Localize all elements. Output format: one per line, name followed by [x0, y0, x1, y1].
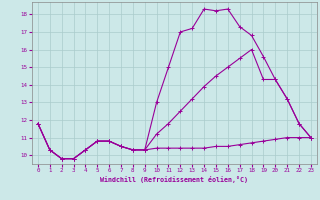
X-axis label: Windchill (Refroidissement éolien,°C): Windchill (Refroidissement éolien,°C)	[100, 176, 248, 183]
